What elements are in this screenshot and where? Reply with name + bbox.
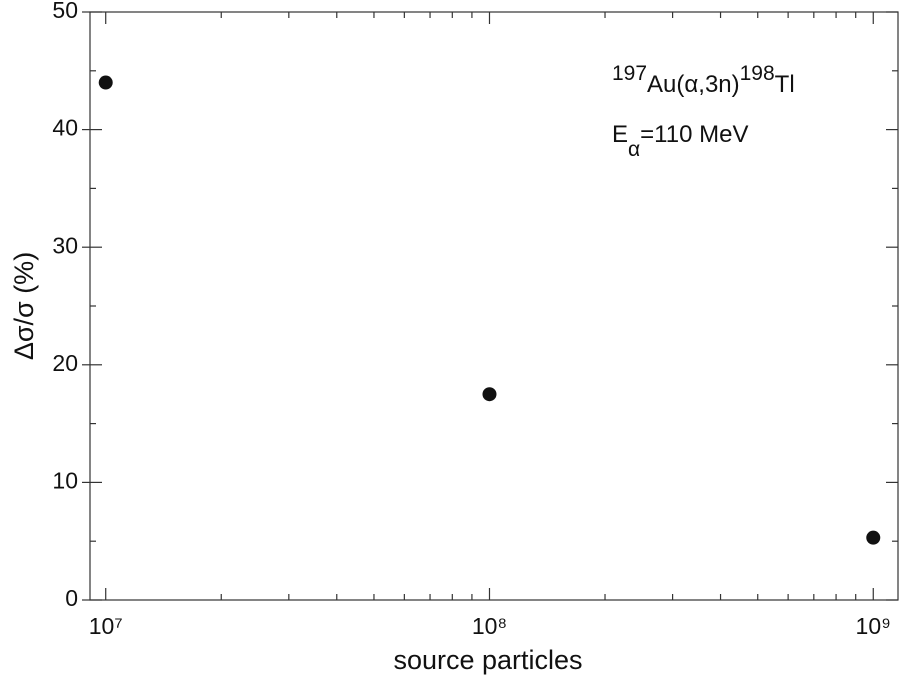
annotation-part: Au(α,3n): [647, 71, 740, 98]
annotation-part: Tl: [775, 71, 795, 98]
plot-frame: [89, 11, 899, 601]
y-tick-label: 20: [52, 350, 78, 376]
annotation-part: 197: [612, 62, 647, 85]
y-tick-label: 50: [52, 0, 78, 23]
y-tick-label: 40: [52, 115, 78, 141]
data-point: [98, 75, 113, 90]
y-tick-label: 30: [52, 232, 78, 258]
annotation: Eα=110 MeV: [612, 121, 748, 161]
annotation-part: =110 MeV: [640, 121, 748, 148]
data-point: [482, 387, 497, 402]
y-tick-label: 0: [65, 585, 78, 611]
y-tick-label: 10: [52, 467, 78, 493]
annotation-part: 198: [740, 62, 775, 85]
annotation-part: α: [628, 138, 640, 161]
x-tick-label: 10⁸: [472, 613, 507, 639]
annotation-part: E: [612, 121, 628, 148]
y-axis-label: Δσ/σ (%): [9, 252, 39, 360]
x-tick-label: 10⁹: [856, 613, 891, 639]
data-point: [866, 530, 881, 545]
x-axis-label: source particles: [393, 645, 582, 675]
x-tick-label: 10⁷: [89, 613, 123, 639]
annotation: 197Au(α,3n)198Tl: [612, 62, 795, 98]
